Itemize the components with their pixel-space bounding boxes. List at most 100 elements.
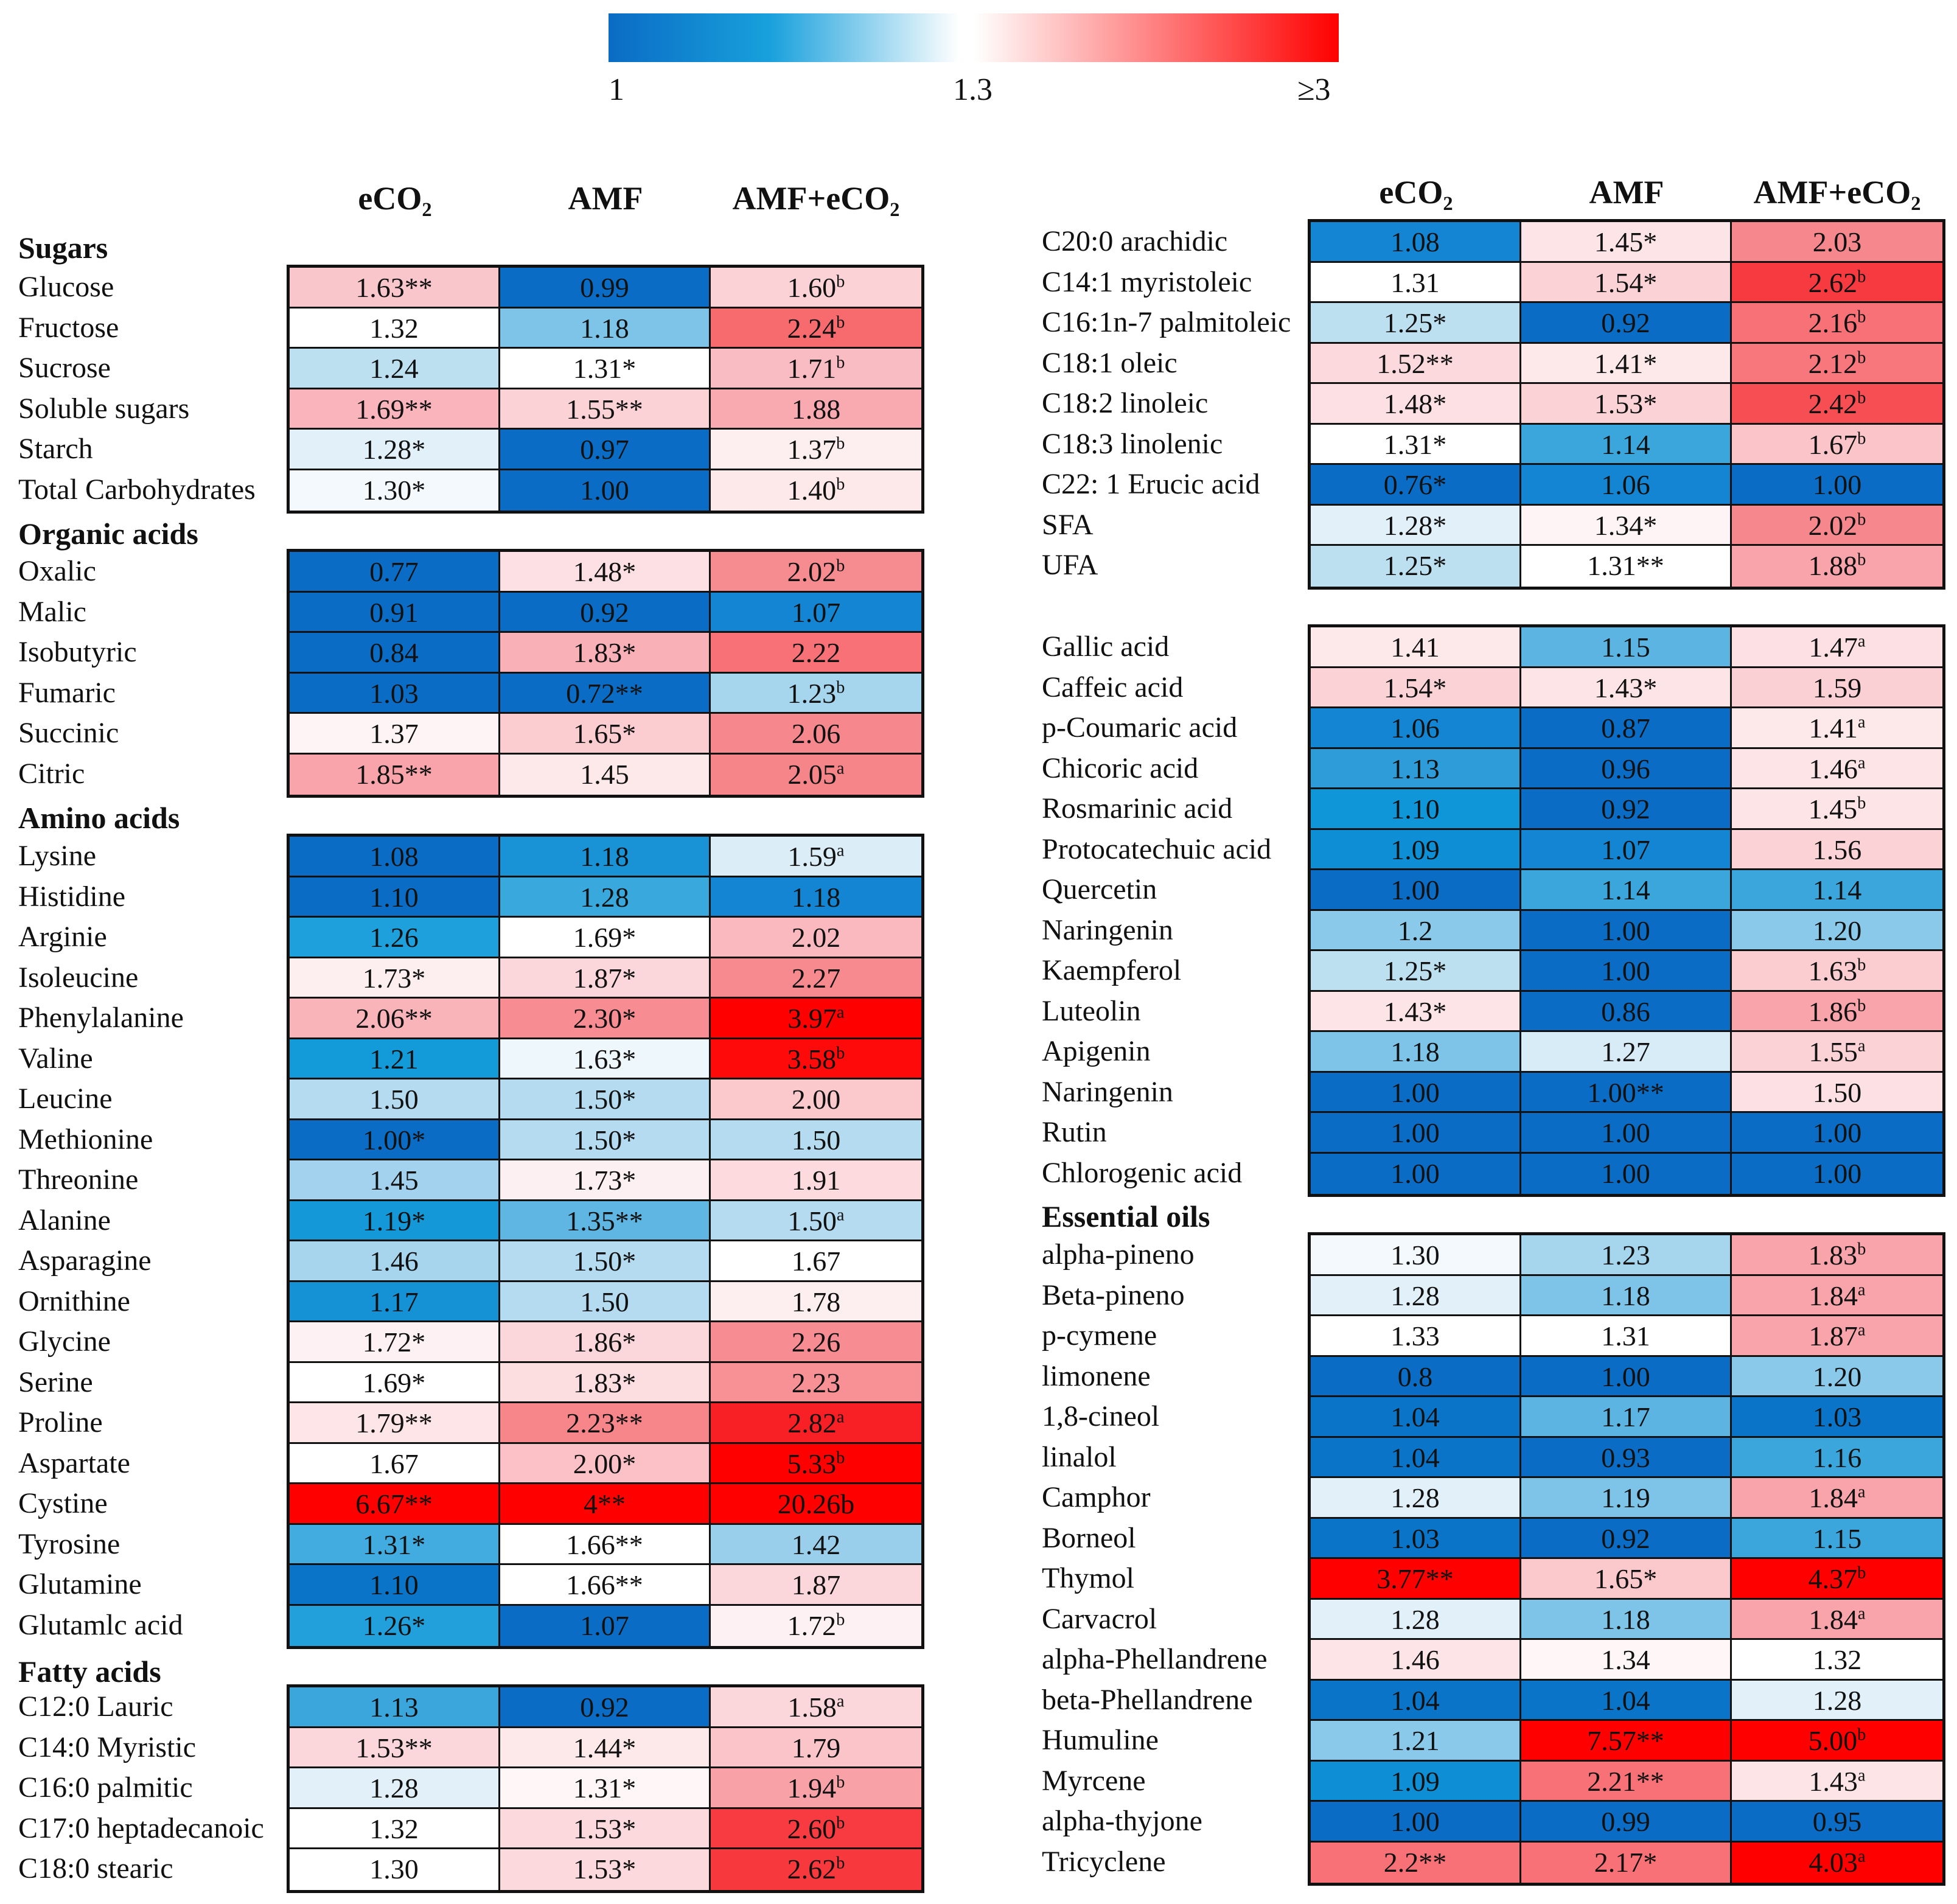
heatmap-cell: 1.50 <box>711 1120 921 1160</box>
heatmap-cell: 1.87* <box>500 958 711 999</box>
row-label: C18:0 stearic <box>18 1852 173 1885</box>
row-label: alpha-Phellandrene <box>1042 1643 1268 1675</box>
section-title-fatty-acids: Fatty acids <box>18 1655 161 1689</box>
heatmap-cell: 1.43* <box>1521 668 1732 708</box>
heatmap-cell: 1.15 <box>1732 1518 1942 1559</box>
heatmap-cell: 1.23 <box>1521 1235 1732 1276</box>
row-label: C14:1 myristoleic <box>1042 265 1252 298</box>
heatmap-cell: 1.14 <box>1732 870 1942 911</box>
heatmap-cell: 1.45b <box>1732 789 1942 830</box>
row-label: C17:0 heptadecanoic <box>18 1812 264 1844</box>
heatmap-cell: 1.15 <box>1521 627 1732 668</box>
row-label: p-cymene <box>1042 1319 1157 1351</box>
heatmap-cell: 1.58a <box>711 1687 921 1728</box>
heatmap-cell: 0.99 <box>1521 1802 1732 1843</box>
row-label: Fumaric <box>18 676 116 709</box>
heatmap-cell: 1.26* <box>290 1605 500 1646</box>
heatmap-cell: 1.66** <box>500 1565 711 1606</box>
heatmap-cell: 1.66** <box>500 1524 711 1565</box>
heatmap-cell: 1.55** <box>500 389 711 430</box>
heatmap-cell: 1.71b <box>711 349 921 389</box>
heatmap-cell: 1.31* <box>290 1524 500 1565</box>
row-label: Threonine <box>18 1163 139 1196</box>
heatmap-cell: 1.07 <box>711 592 921 633</box>
heatmap-cell: 1.18 <box>1521 1275 1732 1316</box>
heatmap-cell: 1.46a <box>1732 748 1942 789</box>
heatmap-cell: 1.27 <box>1521 1032 1732 1073</box>
row-label: Rutin <box>1042 1116 1107 1148</box>
heatmap-cell: 0.72** <box>500 673 711 714</box>
row-label: Lysine <box>18 840 96 872</box>
heatmap-cell: 1.06 <box>1521 465 1732 506</box>
row-label: Asparagine <box>18 1244 152 1277</box>
row-label: Phenylalanine <box>18 1002 184 1034</box>
heatmap-cell: 1.25* <box>1311 546 1521 587</box>
heatmap-cell: 1.69** <box>290 389 500 430</box>
heatmap-cell: 1.10 <box>290 1565 500 1606</box>
row-label: Proline <box>18 1406 103 1438</box>
heatmap-cell: 1.28 <box>1311 1275 1521 1316</box>
heatmap-cell: 1.20 <box>1732 910 1942 951</box>
row-label: C12:0 Lauric <box>18 1690 173 1723</box>
heatmap-cell: 1.28 <box>1732 1680 1942 1721</box>
row-label: Oxalic <box>18 555 96 587</box>
row-label: Methionine <box>18 1123 153 1156</box>
heatmap-cell: 2.12b <box>1732 343 1942 384</box>
heatmap-cell: 1.60b <box>711 268 921 309</box>
heatmap-cell: 1.18 <box>500 308 711 349</box>
heatmap-cell: 2.17* <box>1521 1842 1732 1883</box>
heatmap-cell: 2.23** <box>500 1403 711 1444</box>
heatmap-cell: 1.18 <box>1521 1599 1732 1640</box>
heatmap-cell: 1.56 <box>1732 829 1942 870</box>
heatmap-cell: 0.99 <box>500 268 711 309</box>
heatmap-cell: 0.93 <box>1521 1437 1732 1478</box>
heatmap-cell: 1.37b <box>711 430 921 470</box>
heatmap-cell: 1.45* <box>1521 222 1732 263</box>
heatmap-cell: 2.00* <box>500 1443 711 1484</box>
row-label: Isoleucine <box>18 961 139 994</box>
heatmap-cell: 1.41* <box>1521 343 1732 384</box>
heatmap-cell: 1.18 <box>711 877 921 918</box>
heatmap-cell: 1.00 <box>1732 1153 1942 1194</box>
heatmap-cell: 1.00 <box>1521 951 1732 992</box>
row-label: C16:0 palmitic <box>18 1771 193 1804</box>
heatmap-cell: 1.14 <box>1521 870 1732 911</box>
heatmap-cell: 1.23b <box>711 673 921 714</box>
row-label: C20:0 arachidic <box>1042 225 1228 257</box>
row-label: Arginie <box>18 921 107 953</box>
heatmap-cell: 1.19 <box>1521 1478 1732 1519</box>
heatmap-cell: 1.16 <box>1732 1437 1942 1478</box>
heatmap-cell: 1.72b <box>711 1605 921 1646</box>
heatmap-cell: 1.09 <box>1311 1761 1521 1802</box>
heatmap-cell: 1.50* <box>500 1120 711 1160</box>
heatmap-cell: 2.23 <box>711 1362 921 1403</box>
col-header-amf-right: AMF <box>1589 174 1664 211</box>
heatmap-cell: 1.84a <box>1732 1275 1942 1316</box>
heatmap-cell: 1.00* <box>290 1120 500 1160</box>
heatmap-cell: 1.78 <box>711 1282 921 1322</box>
heatmap-cell: 0.92 <box>1521 303 1732 344</box>
heatmap-cell: 1.84a <box>1732 1599 1942 1640</box>
col-header-eco2: eCO₂ <box>358 180 432 217</box>
heatmap-cell: 1.31* <box>1311 424 1521 465</box>
row-label: Chicoric acid <box>1042 751 1199 784</box>
heatmap-cell: 1.54* <box>1521 262 1732 303</box>
row-label: Carvacrol <box>1042 1602 1157 1635</box>
heatmap-cell: 1.00 <box>1732 465 1942 506</box>
heatmap-cell: 1.10 <box>1311 789 1521 830</box>
heatmap-cell: 2.06** <box>290 999 500 1039</box>
row-label: Beta-pineno <box>1042 1278 1185 1311</box>
heatmap-cell: 1.21 <box>1311 1721 1521 1762</box>
row-label: Caffeic acid <box>1042 671 1184 703</box>
heatmap-cell: 1.18 <box>500 837 711 877</box>
row-label: 1,8-cineol <box>1042 1400 1160 1432</box>
row-label: Alanine <box>18 1204 111 1236</box>
heatmap-cell: 1.69* <box>290 1362 500 1403</box>
heatmap-cell: 2.22 <box>711 633 921 674</box>
heatmap-group: 1.41 1.15 1.47a 1.54* 1.43* 1.59 1.06 0.87 1.41a… <box>1308 624 1945 1197</box>
heatmap-cell: 4.37b <box>1732 1559 1942 1600</box>
heatmap-cell: 1.73* <box>500 1160 711 1201</box>
row-label: C16:1n-7 palmitoleic <box>1042 306 1291 338</box>
heatmap-group: 0.77 1.48* 2.02b 0.91 0.92 1.07 0.84 1.83* 2.22 1… <box>287 549 924 798</box>
row-label: Protocatechuic acid <box>1042 832 1272 865</box>
